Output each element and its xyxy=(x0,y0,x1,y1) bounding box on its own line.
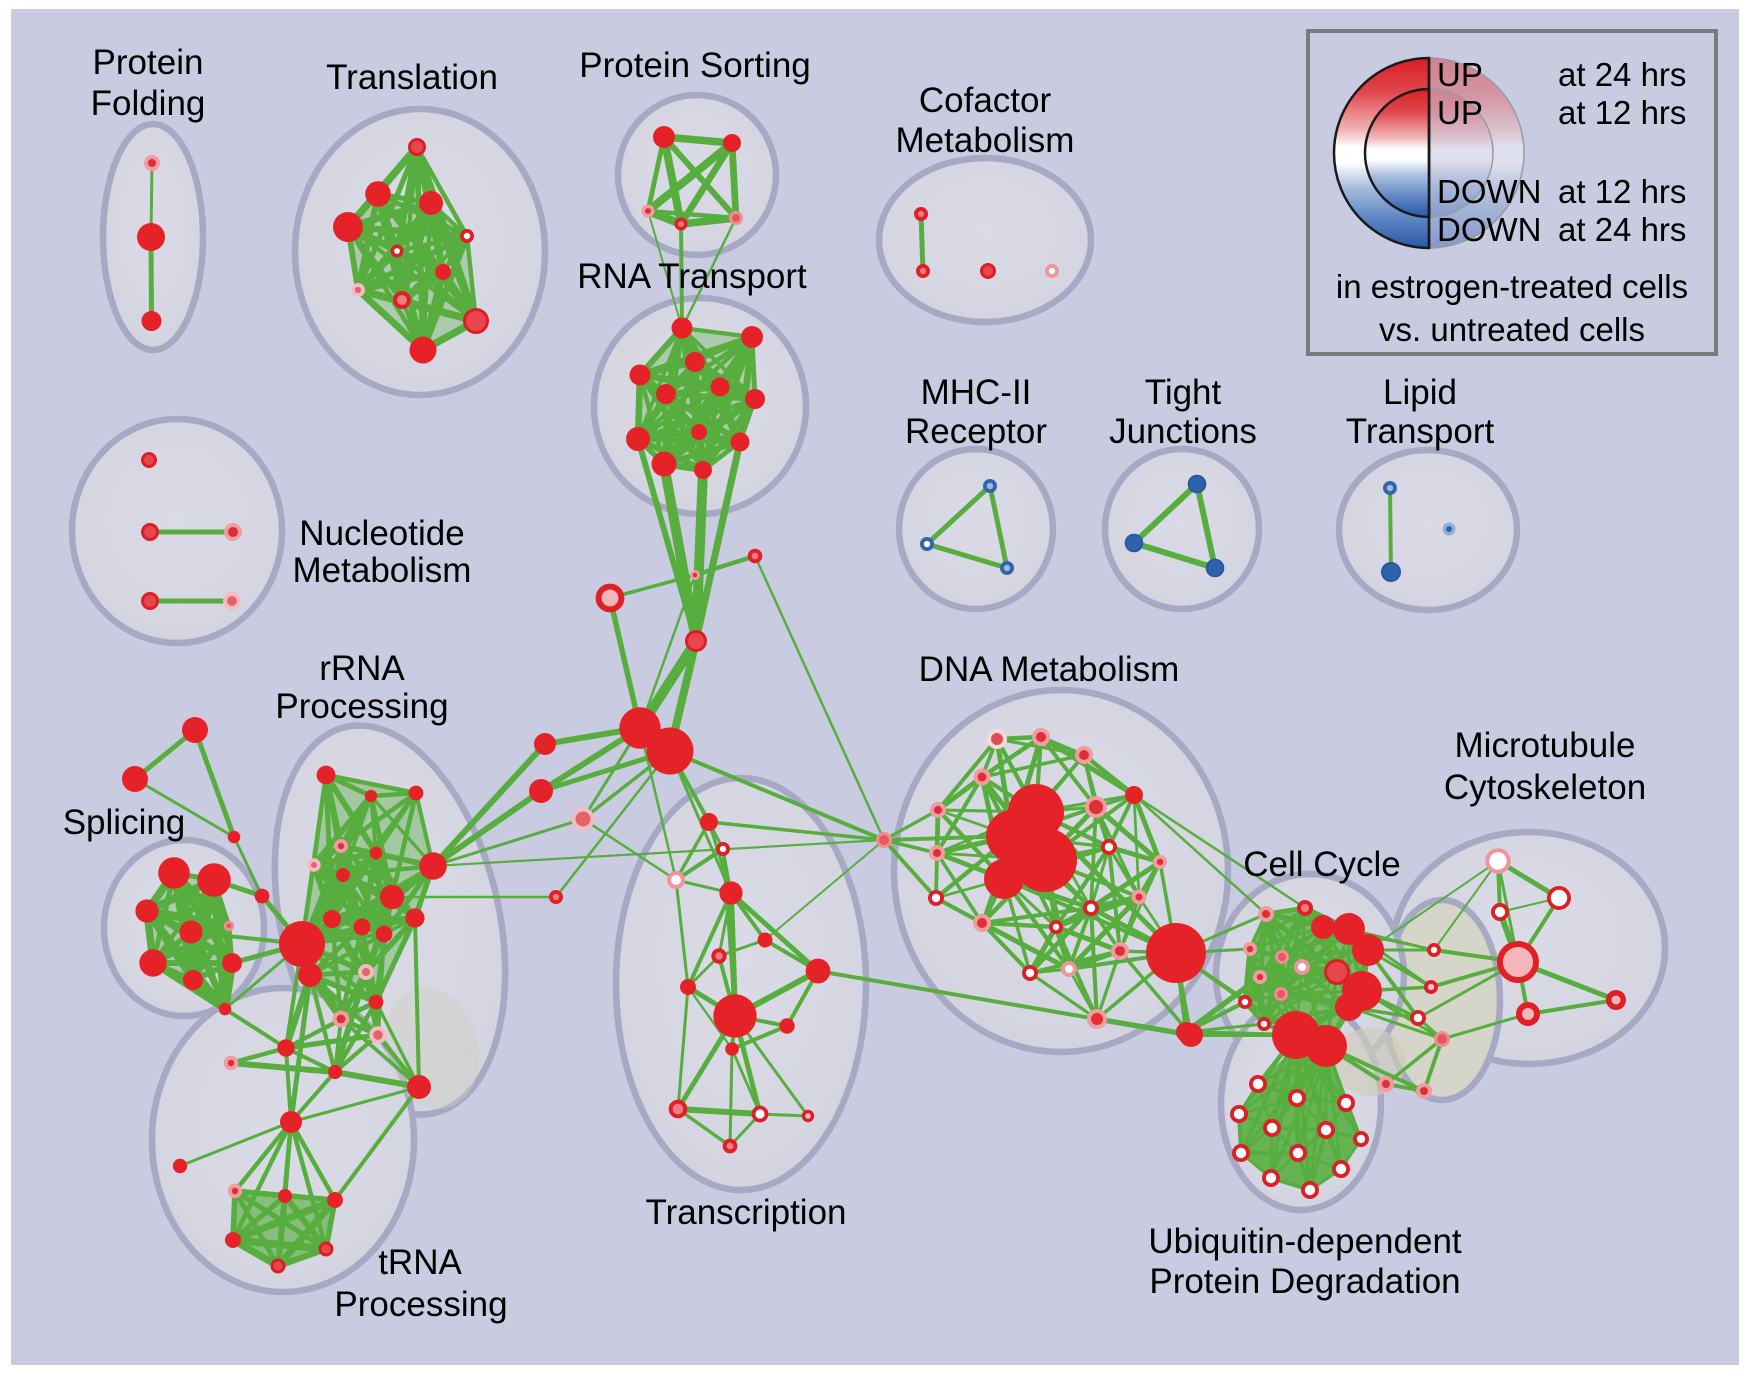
svg-text:Cell Cycle: Cell Cycle xyxy=(1243,845,1401,884)
svg-text:in estrogen-treated cells: in estrogen-treated cells xyxy=(1336,268,1688,305)
svg-text:DNA Metabolism: DNA Metabolism xyxy=(919,650,1180,689)
svg-text:Nucleotide: Nucleotide xyxy=(299,514,464,553)
svg-text:tRNA: tRNA xyxy=(378,1243,462,1282)
svg-text:at 24 hrs: at 24 hrs xyxy=(1558,56,1686,93)
svg-text:Lipid: Lipid xyxy=(1383,373,1457,412)
svg-text:Junctions: Junctions xyxy=(1109,412,1257,451)
svg-text:MHC-II: MHC-II xyxy=(921,373,1032,412)
svg-text:Receptor: Receptor xyxy=(905,412,1047,451)
svg-text:Protein Sorting: Protein Sorting xyxy=(579,46,811,85)
svg-text:Ubiquitin-dependent: Ubiquitin-dependent xyxy=(1148,1222,1462,1261)
svg-text:RNA Transport: RNA Transport xyxy=(577,257,807,296)
svg-text:at 24 hrs: at 24 hrs xyxy=(1558,211,1686,248)
svg-text:Folding: Folding xyxy=(91,84,206,123)
svg-text:rRNA: rRNA xyxy=(319,649,405,688)
svg-text:UP: UP xyxy=(1437,94,1483,131)
svg-text:Transport: Transport xyxy=(1346,412,1495,451)
svg-text:Splicing: Splicing xyxy=(63,803,186,842)
svg-text:Tight: Tight xyxy=(1145,373,1222,412)
svg-text:Protein: Protein xyxy=(93,43,204,82)
svg-text:Cytoskeleton: Cytoskeleton xyxy=(1444,768,1646,807)
svg-text:Processing: Processing xyxy=(275,687,448,726)
svg-text:Transcription: Transcription xyxy=(646,1193,847,1232)
svg-text:DOWN: DOWN xyxy=(1437,211,1541,248)
svg-text:at 12 hrs: at 12 hrs xyxy=(1558,94,1686,131)
svg-text:Processing: Processing xyxy=(334,1285,507,1324)
svg-text:DOWN: DOWN xyxy=(1437,173,1541,210)
svg-text:Translation: Translation xyxy=(326,58,498,97)
svg-text:Protein Degradation: Protein Degradation xyxy=(1149,1262,1460,1301)
svg-text:Metabolism: Metabolism xyxy=(896,121,1075,160)
svg-text:UP: UP xyxy=(1437,56,1483,93)
svg-text:at 12 hrs: at 12 hrs xyxy=(1558,173,1686,210)
svg-text:Metabolism: Metabolism xyxy=(293,551,472,590)
svg-text:vs. untreated cells: vs. untreated cells xyxy=(1379,311,1645,348)
svg-text:Microtubule: Microtubule xyxy=(1455,726,1636,765)
svg-text:Cofactor: Cofactor xyxy=(919,81,1052,120)
